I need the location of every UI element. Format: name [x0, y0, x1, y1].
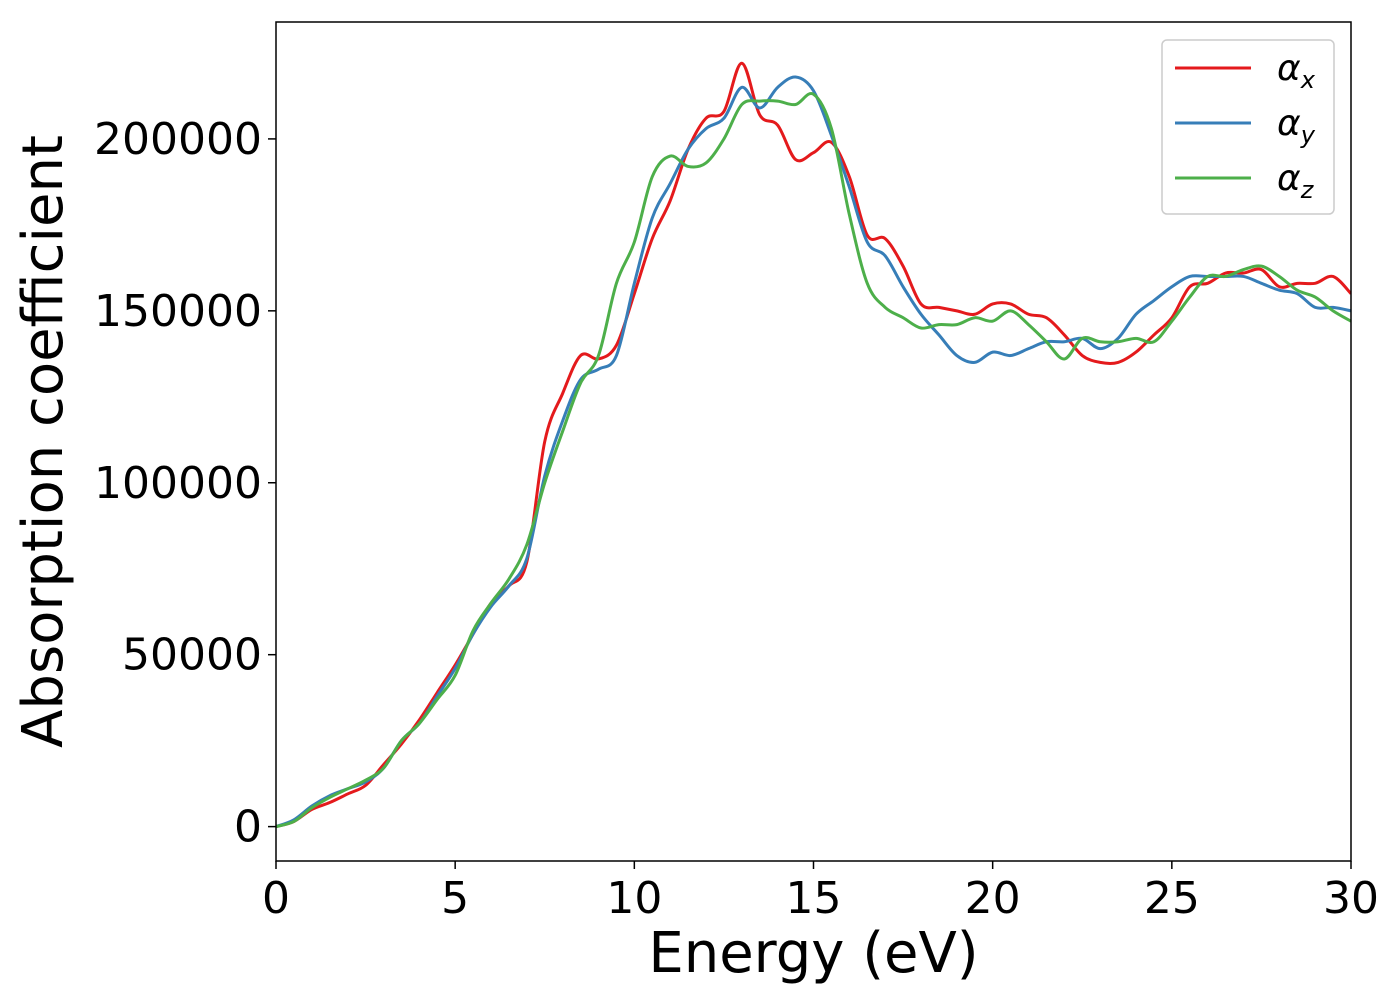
- y-tick-label: 50000: [122, 630, 262, 681]
- x-tick-label: 25: [1144, 873, 1200, 924]
- x-tick-label: 5: [441, 873, 469, 924]
- series-line-y: [276, 75, 1351, 829]
- y-tick-label: 200000: [94, 114, 262, 165]
- x-axis-label: Energy (eV): [648, 921, 978, 986]
- x-tick-label: 15: [786, 873, 842, 924]
- series-line-x: [276, 61, 1351, 829]
- y-axis-label: Absorption coefficient: [11, 135, 76, 748]
- x-ticks: 0 5 10 15 20 25 30: [262, 861, 1379, 924]
- lines-layer: [276, 61, 1351, 829]
- series-line-z: [276, 91, 1351, 829]
- y-ticks: 0 50000 100000 150000 200000: [94, 114, 276, 853]
- x-tick-label: 30: [1323, 873, 1379, 924]
- legend-label-x: αx: [1277, 48, 1316, 94]
- x-tick-label: 0: [262, 873, 290, 924]
- legend-box: [1161, 39, 1335, 215]
- legend-label-y: αy: [1277, 103, 1316, 149]
- x-tick-label: 20: [965, 873, 1021, 924]
- y-tick-label: 150000: [94, 286, 262, 337]
- y-tick-label: 0: [234, 802, 262, 853]
- x-tick-label: 10: [606, 873, 662, 924]
- y-tick-label: 100000: [94, 458, 262, 509]
